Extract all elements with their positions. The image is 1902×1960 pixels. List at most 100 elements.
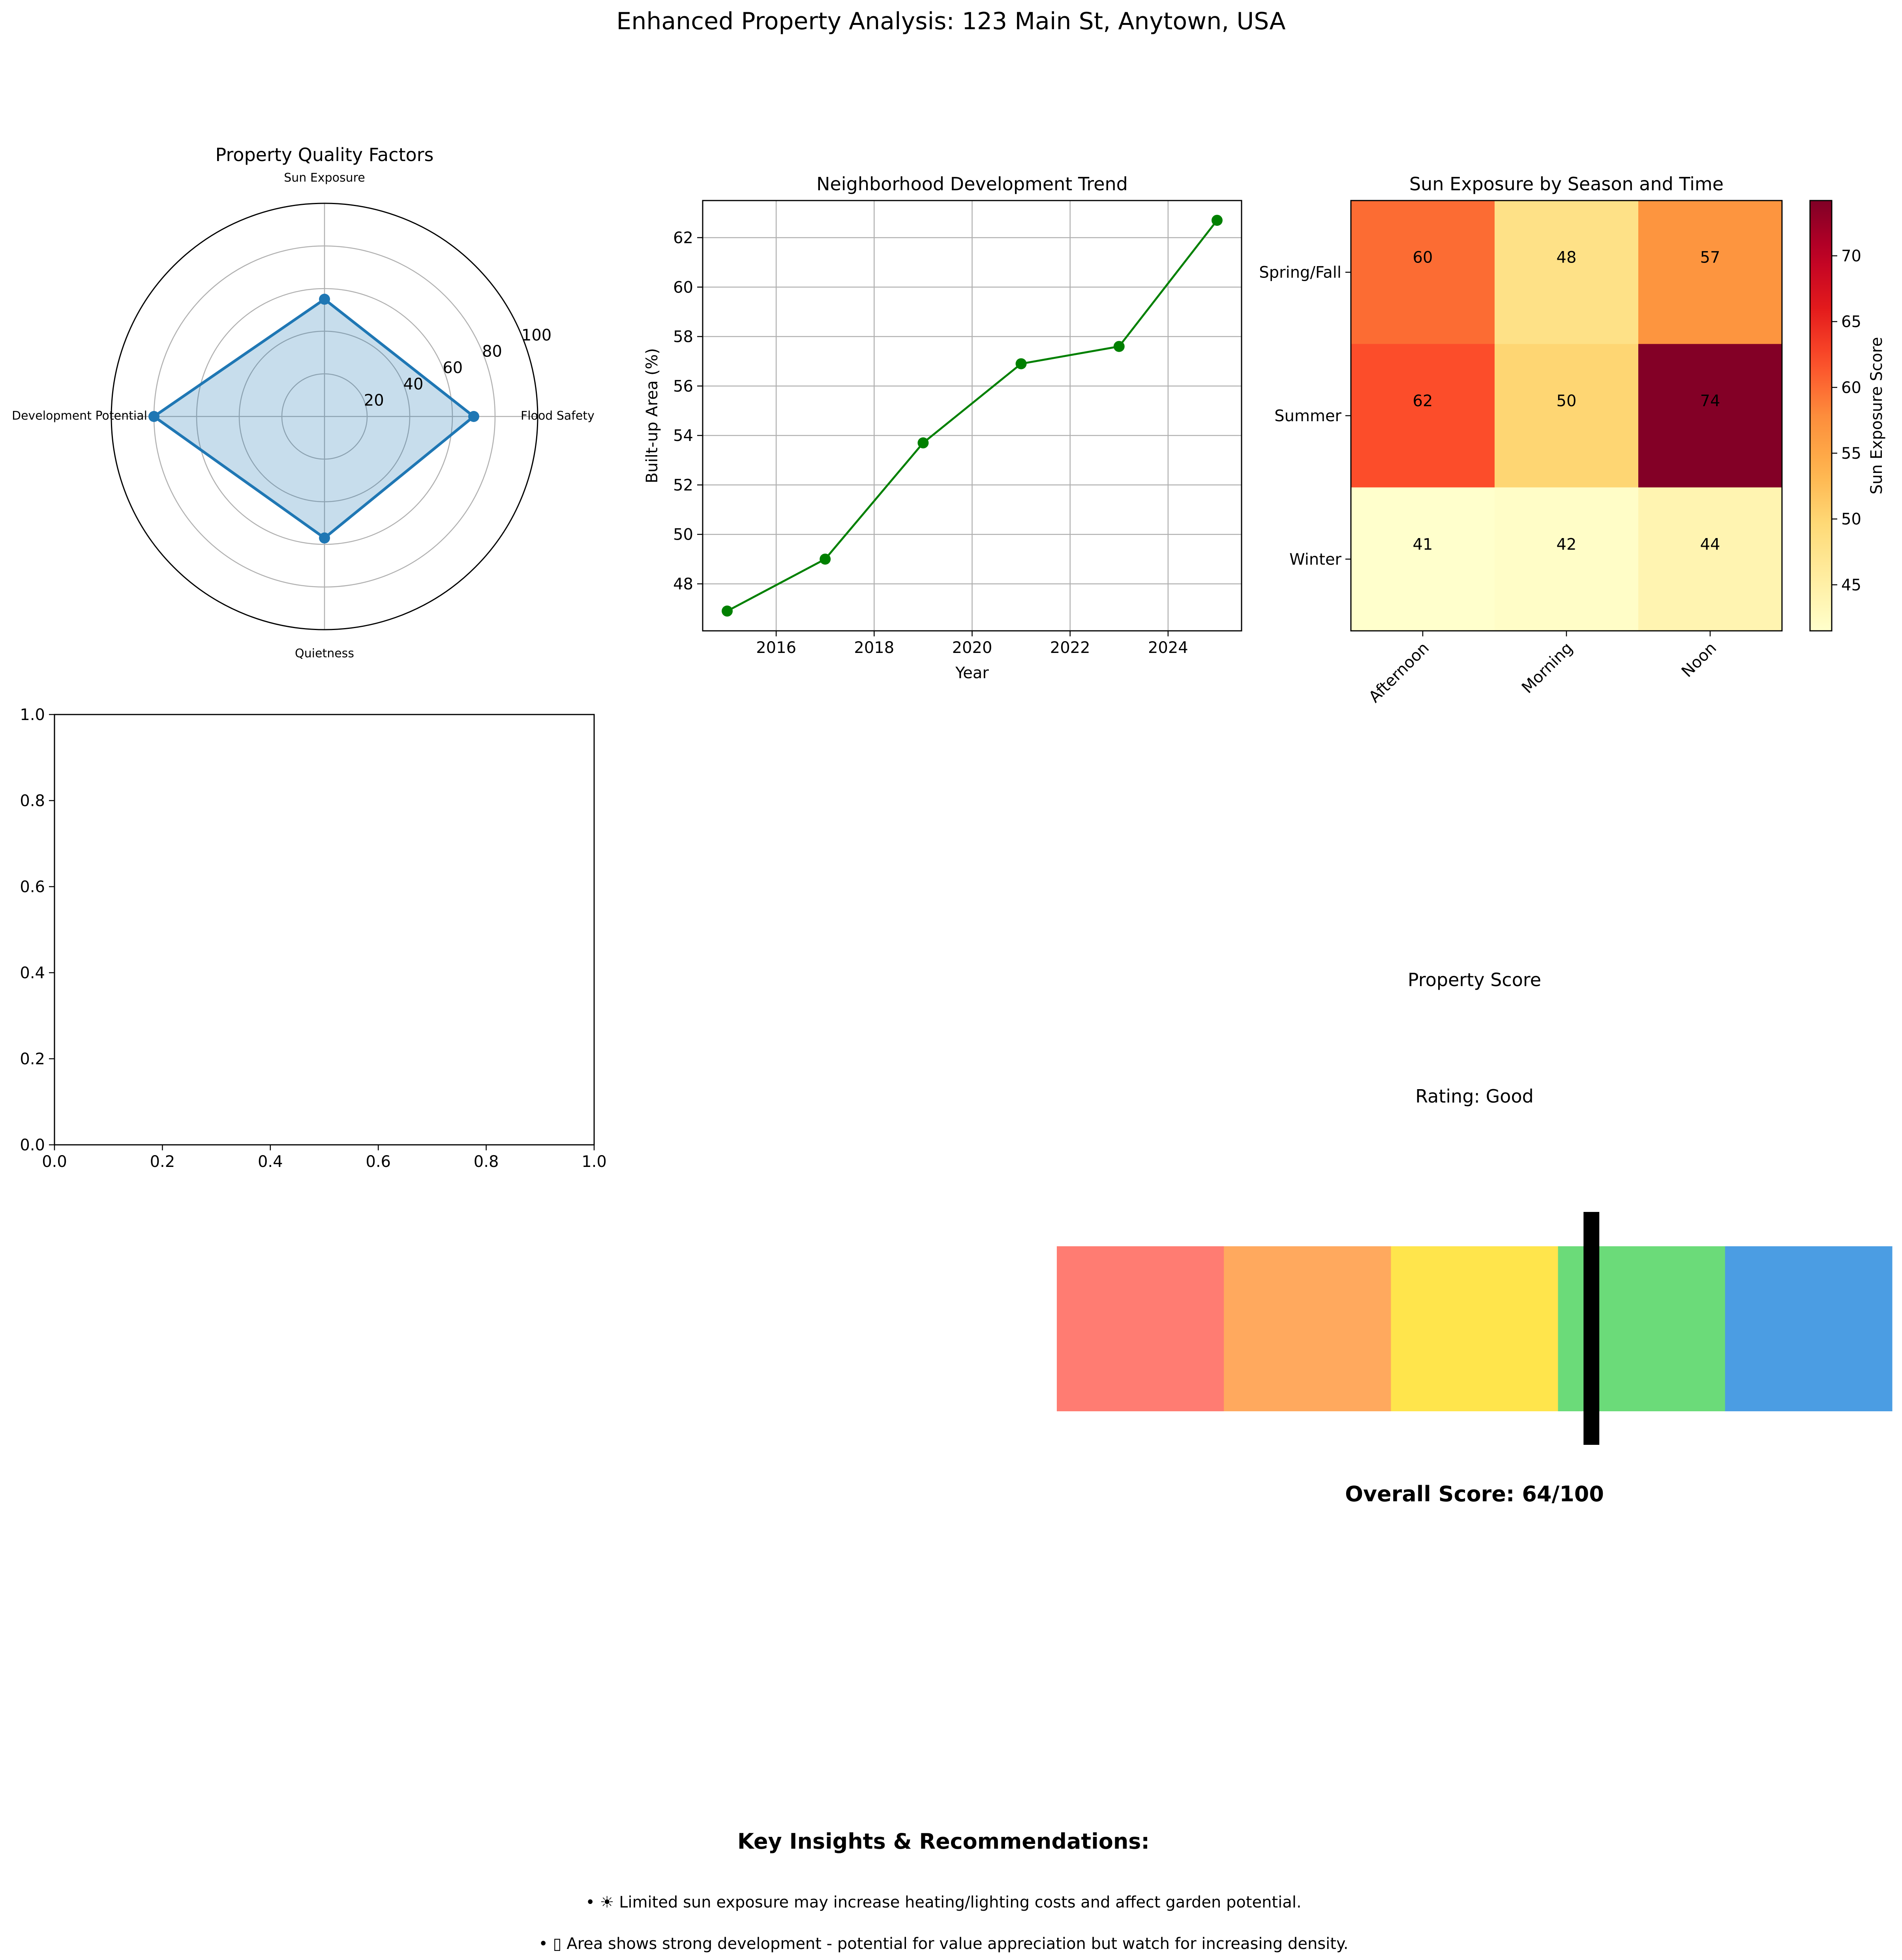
heatmap-chart: Sun Exposure by Season and Time 60 48 57 Spr… bbox=[1259, 173, 1886, 706]
colorbar-tick-label: 55 bbox=[1841, 445, 1861, 463]
gauge-score-label: Overall Score: 64/100 bbox=[1345, 1482, 1604, 1506]
radar-category-label: Development Potential bbox=[12, 409, 147, 423]
radar-point bbox=[319, 532, 330, 544]
heatmap-cell bbox=[1351, 487, 1495, 631]
colorbar-tick-label: 50 bbox=[1841, 510, 1861, 529]
line-y-tick-label: 58 bbox=[673, 328, 693, 346]
line-y-tick-label: 52 bbox=[673, 476, 693, 494]
line-y-tick-label: 48 bbox=[673, 575, 693, 593]
empty-x-tick-label: 1.0 bbox=[581, 1153, 607, 1171]
figure-title: Enhanced Property Analysis: 123 Main St,… bbox=[616, 8, 1285, 35]
radar-category-label: Quietness bbox=[295, 647, 354, 660]
empty-x-tick-label: 0.8 bbox=[474, 1153, 499, 1171]
radar-area bbox=[154, 299, 474, 538]
line-y-tick-label: 56 bbox=[673, 377, 693, 396]
heatmap-column-label: Noon bbox=[1678, 639, 1720, 681]
colorbar-tick-label: 45 bbox=[1841, 576, 1861, 594]
line-x-tick-label: 2018 bbox=[854, 639, 894, 657]
line-point bbox=[917, 437, 929, 448]
empty-x-tick-label: 0.4 bbox=[258, 1153, 283, 1171]
radar-radial-tick: 80 bbox=[482, 343, 502, 361]
heatmap-cell bbox=[1638, 344, 1782, 488]
colorbar bbox=[1809, 200, 1833, 632]
radar-title: Property Quality Factors bbox=[215, 144, 433, 165]
heatmap-cell-label: 62 bbox=[1413, 392, 1433, 410]
radar-radial-tick: 60 bbox=[443, 359, 463, 377]
gauge-rating: Rating: Good bbox=[1415, 1086, 1534, 1107]
heatmap-column-label: Morning bbox=[1518, 639, 1576, 697]
empty-y-tick-label: 1.0 bbox=[20, 706, 45, 724]
insight-item-1: • ☀ Limited sun exposure may increase he… bbox=[585, 1893, 1301, 1911]
line-point bbox=[1015, 358, 1027, 369]
empty-y-tick-label: 0.2 bbox=[20, 1050, 45, 1068]
line-x-label: Year bbox=[955, 664, 989, 682]
line-x-tick-label: 2024 bbox=[1148, 639, 1188, 657]
colorbar-tick-label: 65 bbox=[1841, 313, 1861, 331]
radar-point bbox=[319, 294, 330, 305]
radar-radial-tick: 40 bbox=[403, 375, 424, 393]
empty-x-tick-label: 0.6 bbox=[366, 1153, 391, 1171]
gauge-band bbox=[1057, 1246, 1224, 1411]
heatmap-row-label: Summer bbox=[1274, 407, 1341, 425]
line-point bbox=[1211, 215, 1223, 226]
heatmap-cell bbox=[1495, 344, 1639, 488]
heatmap-frame bbox=[1350, 200, 1783, 632]
heatmap-cell-label: 48 bbox=[1557, 249, 1577, 267]
colorbar-tick-label: 70 bbox=[1841, 247, 1861, 265]
line-title: Neighborhood Development Trend bbox=[816, 173, 1128, 195]
heatmap-cell-label: 42 bbox=[1557, 535, 1577, 553]
heatmap-cell-label: 50 bbox=[1557, 392, 1577, 410]
gauge-band bbox=[1725, 1246, 1893, 1411]
radar-category-label: Sun Exposure bbox=[284, 171, 365, 185]
insights-title: Key Insights & Recommendations: bbox=[737, 1829, 1150, 1854]
line-x-tick-label: 2022 bbox=[1050, 639, 1090, 657]
empty-axes: 0.0 0.2 0.4 0.6 0.8 1.0 0.0 0.2 0.4 0.6 0.8 1.0 bbox=[20, 706, 606, 1171]
line-x-tick-label: 2020 bbox=[952, 639, 992, 657]
heatmap-cell-label: 74 bbox=[1700, 392, 1720, 410]
line-y-tick-label: 62 bbox=[673, 229, 693, 247]
gauge-title: Property Score bbox=[1408, 969, 1541, 990]
gauge-band bbox=[1558, 1246, 1726, 1411]
colorbar-tick-label: 60 bbox=[1841, 379, 1861, 397]
empty-y-tick-label: 0.4 bbox=[20, 964, 45, 982]
line-chart: Neighborhood Development Trend 2016 2018 20… bbox=[643, 173, 1242, 682]
heatmap-cell bbox=[1638, 487, 1782, 631]
empty-x-tick-label: 0.0 bbox=[42, 1153, 67, 1171]
line-point bbox=[722, 605, 733, 617]
heatmap-row-label: Winter bbox=[1289, 550, 1341, 568]
line-y-tick-label: 60 bbox=[673, 278, 693, 296]
line-point bbox=[1113, 341, 1125, 352]
heatmap-row-label: Spring/Fall bbox=[1259, 264, 1341, 282]
heatmap-cell bbox=[1495, 201, 1639, 344]
gauge-marker bbox=[1583, 1212, 1600, 1445]
empty-x-tick-label: 0.2 bbox=[150, 1153, 175, 1171]
line-plot-frame bbox=[702, 200, 1242, 632]
heatmap-title: Sun Exposure by Season and Time bbox=[1409, 173, 1724, 195]
empty-y-tick-label: 0.6 bbox=[20, 878, 45, 896]
line-y-tick-label: 54 bbox=[673, 427, 693, 445]
line-y-label: Built-up Area (%) bbox=[643, 348, 661, 484]
line-series bbox=[726, 219, 1218, 612]
line-y-tick-label: 50 bbox=[673, 526, 693, 544]
heatmap-cell-label: 57 bbox=[1700, 249, 1720, 267]
line-x-tick-label: 2016 bbox=[756, 639, 796, 657]
gauge-band bbox=[1224, 1246, 1391, 1411]
heatmap-cell bbox=[1495, 487, 1639, 631]
gauge-band bbox=[1391, 1246, 1559, 1411]
heatmap-column-label: Afternoon bbox=[1366, 639, 1433, 706]
heatmap-cell bbox=[1638, 201, 1782, 344]
radar-radial-tick: 100 bbox=[521, 326, 551, 344]
heatmap-cell-label: 41 bbox=[1413, 535, 1433, 553]
heatmap-cell-label: 44 bbox=[1700, 535, 1720, 553]
empty-axes-frame bbox=[54, 714, 595, 1146]
radar-point bbox=[148, 411, 159, 422]
empty-y-tick-label: 0.8 bbox=[20, 792, 45, 810]
heatmap-cell bbox=[1351, 344, 1495, 488]
line-point bbox=[820, 553, 831, 565]
gauge-chart: Property Score Rating: Good Overall Score:… bbox=[1057, 969, 1893, 1506]
heatmap-cell-label: 60 bbox=[1413, 249, 1433, 267]
radar-outer-ring bbox=[111, 203, 538, 630]
heatmap-cell bbox=[1351, 201, 1495, 344]
radar-point bbox=[468, 411, 479, 422]
